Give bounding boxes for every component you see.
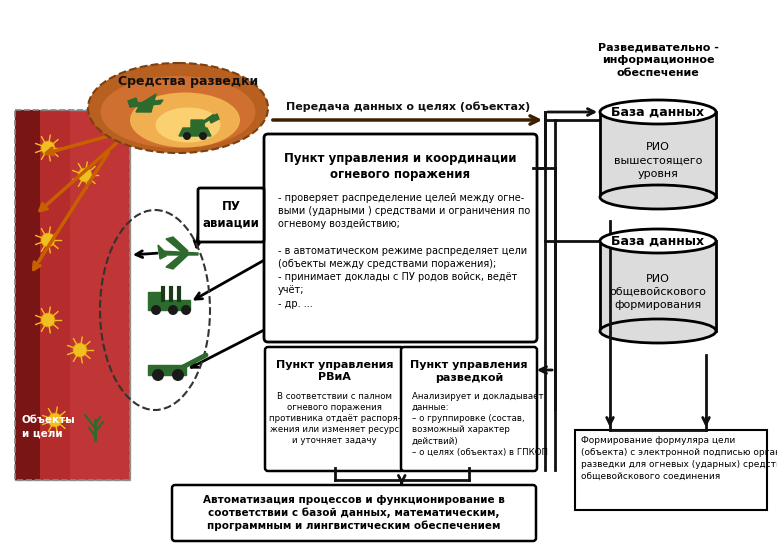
- Ellipse shape: [88, 63, 268, 153]
- Polygon shape: [130, 100, 163, 107]
- Polygon shape: [128, 98, 138, 107]
- Text: Пункт управления
разведкой: Пункт управления разведкой: [410, 360, 528, 382]
- Circle shape: [199, 132, 207, 140]
- Circle shape: [168, 305, 178, 315]
- Text: Передача данных о целях (объектах): Передача данных о целях (объектах): [286, 102, 530, 112]
- Circle shape: [183, 132, 191, 140]
- Circle shape: [78, 168, 92, 182]
- Bar: [575, 430, 767, 510]
- Text: База данных: База данных: [611, 106, 705, 118]
- Polygon shape: [148, 365, 186, 375]
- Circle shape: [151, 305, 161, 315]
- Circle shape: [41, 141, 55, 155]
- Ellipse shape: [600, 185, 716, 209]
- Polygon shape: [148, 292, 163, 300]
- Polygon shape: [191, 120, 205, 128]
- Polygon shape: [160, 251, 198, 255]
- Ellipse shape: [155, 107, 221, 142]
- Polygon shape: [179, 128, 211, 136]
- Bar: [40, 110, 70, 480]
- Polygon shape: [148, 300, 190, 310]
- Text: Разведивательно -
информационное
обеспечение: Разведивательно - информационное обеспеч…: [598, 42, 719, 79]
- Text: РИО
общевойскового
формирования: РИО общевойскового формирования: [610, 274, 706, 310]
- Text: Формирование формуляра цели
(объекта) с электронной подписью органа
разведки для: Формирование формуляра цели (объекта) с …: [581, 436, 777, 480]
- FancyBboxPatch shape: [264, 134, 537, 342]
- Polygon shape: [209, 114, 219, 123]
- Ellipse shape: [130, 92, 240, 147]
- Circle shape: [172, 369, 184, 381]
- Circle shape: [152, 369, 164, 381]
- Bar: [600, 112, 716, 197]
- Circle shape: [41, 313, 55, 327]
- Circle shape: [48, 413, 62, 427]
- Circle shape: [181, 305, 191, 315]
- Ellipse shape: [600, 319, 716, 343]
- FancyBboxPatch shape: [198, 188, 264, 242]
- Text: В соответствии с палном
огневого поражения
противника отдаёт распоря-
жения или : В соответствии с палном огневого поражен…: [269, 392, 400, 446]
- Ellipse shape: [600, 229, 716, 253]
- Text: - проверяет распределение целей между огне-
выми (ударными ) средствами и ограни: - проверяет распределение целей между ог…: [278, 193, 530, 309]
- Text: Пункт управления и координации
огневого поражения: Пункт управления и координации огневого …: [284, 152, 517, 181]
- Circle shape: [73, 343, 87, 357]
- Polygon shape: [136, 94, 156, 112]
- Text: База данных: База данных: [611, 234, 705, 248]
- FancyBboxPatch shape: [401, 347, 537, 471]
- Polygon shape: [158, 245, 166, 259]
- Text: Средства разведки: Средства разведки: [118, 75, 258, 89]
- Text: Объекты
и цели: Объекты и цели: [22, 415, 75, 438]
- Polygon shape: [166, 253, 188, 269]
- Ellipse shape: [100, 76, 256, 148]
- Ellipse shape: [600, 100, 716, 124]
- Text: ПУ
авиации: ПУ авиации: [203, 201, 260, 229]
- Bar: [15, 110, 130, 480]
- Bar: [15, 110, 40, 480]
- Text: Автоматизация процессов и функционирование в
соответствии с базой данных, матема: Автоматизация процессов и функционирован…: [203, 494, 505, 531]
- Text: РИО
вышестоящего
уровня: РИО вышестоящего уровня: [614, 142, 702, 179]
- FancyBboxPatch shape: [172, 485, 536, 541]
- Bar: [600, 241, 716, 331]
- Text: Пункт управления
РВиА: Пункт управления РВиА: [276, 360, 393, 382]
- Bar: [15, 110, 130, 480]
- Polygon shape: [166, 237, 188, 253]
- Text: Анализирует и докладывает
данные:
– о группировке (состав,
возможный характер
де: Анализирует и докладывает данные: – о гр…: [412, 392, 548, 456]
- Circle shape: [41, 233, 55, 247]
- FancyBboxPatch shape: [265, 347, 404, 471]
